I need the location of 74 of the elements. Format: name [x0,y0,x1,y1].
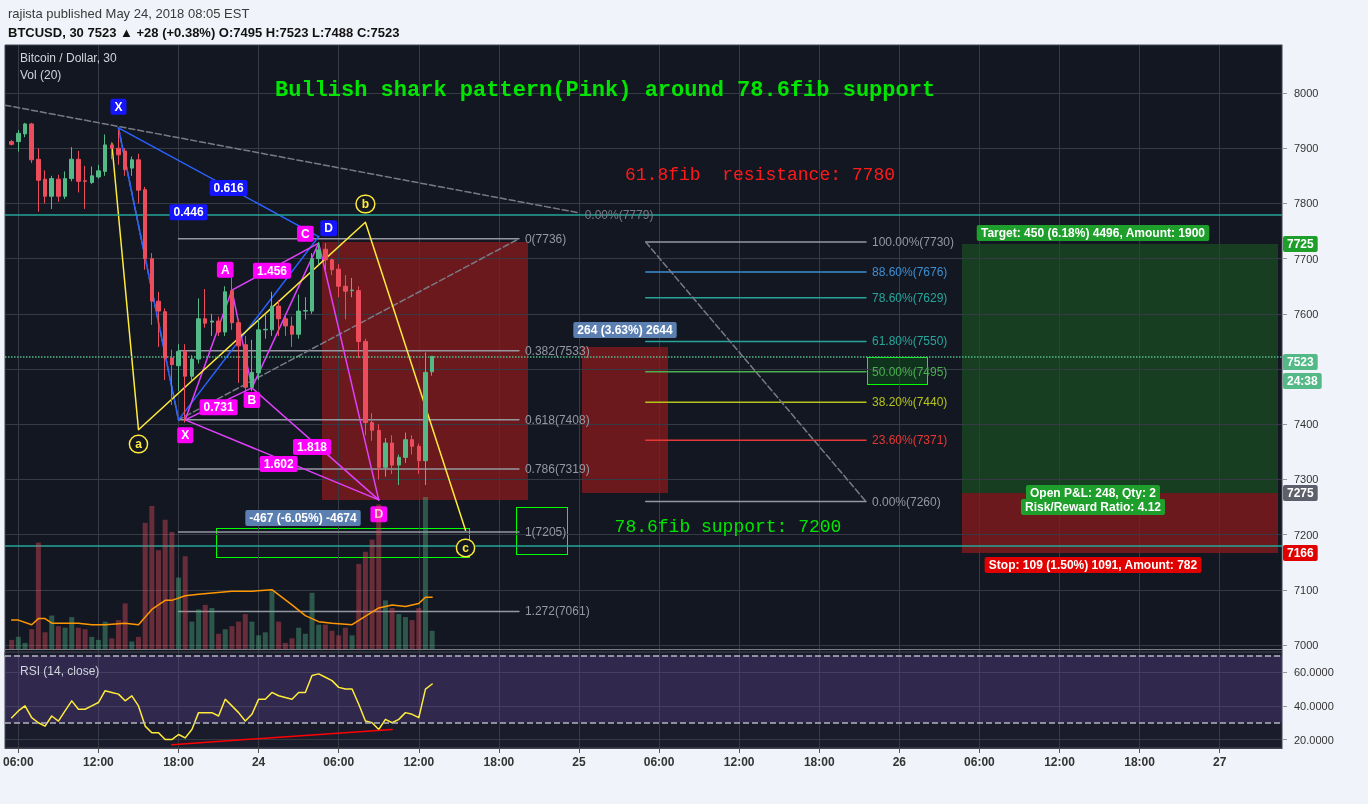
x-tick-label: 18:00 [163,755,195,769]
annotation: D [374,507,384,522]
annotation: D [324,221,334,236]
text: 24:38 [1287,374,1319,388]
annotation: 0.731 [203,400,234,415]
text: BTCUSD, 30 7523 ▲ +28 (+0.38%) O:7495 H:7523 L:7488 C:7523 [8,24,400,40]
chart-title: Vol (20) [20,68,62,82]
y-tick-label: 7000 [1294,639,1319,652]
y-tick-label: 7400 [1294,418,1319,431]
x-tick-label: 25 [572,755,586,769]
series-label: 0(7736) [524,231,567,246]
x-tick-label: 12:00 [83,755,115,769]
text: Bitcoin / Dollar, 30 [20,51,118,65]
text: 7166 [1287,546,1315,560]
y-tick-label: 7800 [1294,197,1319,210]
series-label: 100.00%(7730) [871,235,955,250]
text: Bullish shark pattern(Pink) around 78.6fib support [275,77,936,103]
annotation: X [181,428,190,443]
x-tick-label: 06:00 [323,755,355,769]
annotation: 1.602 [263,457,294,471]
annotation: X [114,99,123,114]
text: 7725 [1287,237,1315,251]
series-label: 1(7205) [524,524,567,539]
y-tick-label: 7100 [1294,583,1319,596]
x-tick-label: 18:00 [1124,755,1156,769]
text: rajista published May 24, 2018 08:05 EST [8,5,250,21]
y-tick-label: 20.0000 [1294,733,1334,746]
annotation: C [301,226,310,241]
x-tick-label: 12:00 [723,755,755,769]
x-tick-label: 06:00 [964,755,996,769]
series-label: 38.20%(7440) [871,395,948,410]
annotation: 1.456 [256,263,288,278]
annotation: 1.818 [297,439,328,454]
annotation: 0.616 [213,180,244,195]
annotation: 78.6fib support: 7200 [614,517,842,537]
series-label: 50.00%(7495) [871,364,948,379]
annotation: Target: 450 (6.18%) 4496, Amount: 1900 [980,226,1206,240]
y-tick-label: 60.0000 [1294,666,1334,679]
series-label: 1.272(7061) [524,604,590,619]
series-label: 88.60%(7676) [871,264,948,279]
series-label: 61.80%(7550) [871,334,948,349]
annotation: B [247,392,257,407]
x-tick-label: 12:00 [403,755,435,769]
series-label: 78.60%(7629) [871,290,948,305]
annotation: Risk/Reward Ratio: 4.12 [1024,500,1162,514]
x-tick-label: 12:00 [1044,755,1076,769]
annotation: A [220,262,230,277]
text: 7275 [1287,486,1315,500]
y-tick-label: 7900 [1294,142,1319,155]
text: 7523 [1287,355,1315,369]
x-tick-label: 06:00 [3,755,35,769]
annotation: b [361,196,370,211]
annotation: 61.8fib resistance: 7780 [624,165,896,185]
x-tick-label: 18:00 [483,755,515,769]
annotation: -467 (-6.05%) -4674 [249,511,358,525]
x-tick-label: 18:00 [803,755,835,769]
y-tick-label: 7200 [1294,528,1319,541]
y-tick-label: 7700 [1294,252,1319,265]
annotation: 264 (3.63%) 2644 [577,323,674,337]
y-tick-label: 7600 [1294,307,1319,320]
y-tick-label: 7300 [1294,473,1319,486]
annotation: 0.446 [173,205,204,220]
y-tick-label: 40.0000 [1294,699,1334,712]
series-label: 0.00%(7260) [871,494,941,509]
series-label: 23.60%(7371) [871,433,948,448]
annotation: c [462,540,470,555]
annotation: a [135,437,143,452]
text: RSI (14, close) [20,664,100,678]
annotation: Stop: 109 (1.50%) 1091, Amount: 782 [988,558,1198,572]
x-tick-label: 24 [251,755,266,769]
x-tick-label: 26 [892,755,907,769]
x-tick-label: 27 [1213,755,1227,769]
x-tick-label: 06:00 [643,755,675,769]
y-tick-label: 8000 [1294,87,1319,100]
